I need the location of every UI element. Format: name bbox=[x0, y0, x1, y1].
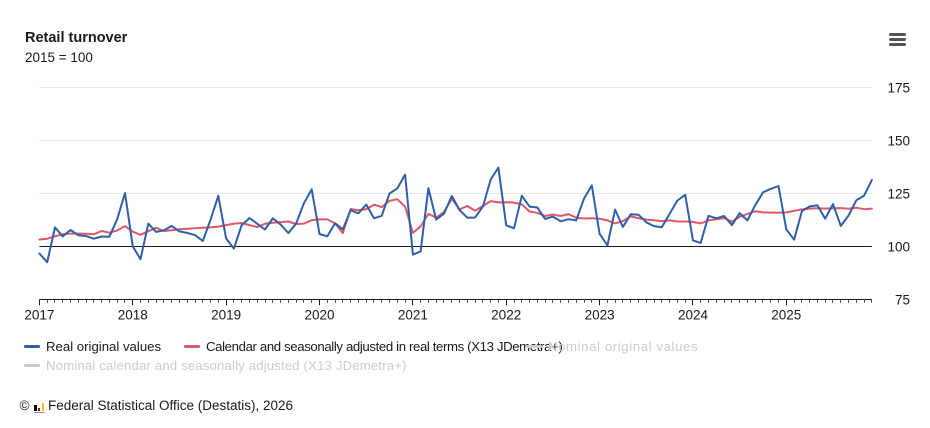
svg-text:150: 150 bbox=[887, 133, 910, 148]
svg-text:125: 125 bbox=[887, 186, 910, 201]
svg-text:2020: 2020 bbox=[304, 308, 334, 323]
svg-text:2019: 2019 bbox=[211, 308, 241, 323]
svg-text:2022: 2022 bbox=[491, 308, 521, 323]
svg-text:2023: 2023 bbox=[585, 308, 615, 323]
svg-text:2017: 2017 bbox=[24, 308, 54, 323]
svg-text:100: 100 bbox=[887, 239, 910, 254]
svg-text:2024: 2024 bbox=[678, 308, 709, 323]
svg-text:2025: 2025 bbox=[771, 308, 801, 323]
svg-text:175: 175 bbox=[887, 80, 910, 95]
svg-text:75: 75 bbox=[895, 292, 910, 307]
svg-text:2021: 2021 bbox=[398, 308, 428, 323]
svg-text:2018: 2018 bbox=[118, 308, 148, 323]
